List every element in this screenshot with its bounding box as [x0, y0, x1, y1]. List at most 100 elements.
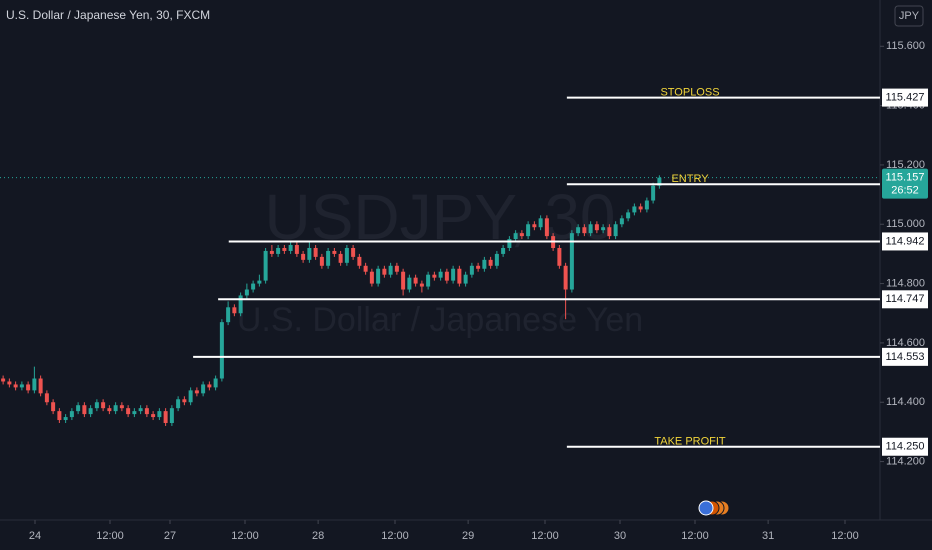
candle-body — [569, 233, 574, 290]
candle-body — [51, 402, 56, 412]
candle-body — [357, 256, 362, 266]
watermark-subtitle: U.S. Dollar / Japanese Yen — [237, 301, 643, 339]
candle-body — [476, 265, 481, 269]
level-price-box — [882, 437, 928, 456]
candle-body — [601, 227, 606, 231]
candle-body — [232, 307, 237, 314]
candle-body — [363, 265, 368, 272]
candle-body — [507, 239, 512, 248]
candle-body — [544, 218, 549, 237]
candle-body — [388, 265, 393, 275]
candle-body — [419, 283, 424, 287]
candle-body — [176, 399, 181, 409]
level-price-label: 114.747 — [886, 293, 925, 305]
y-tick-label: 115.600 — [886, 40, 925, 52]
x-tick-label: 30 — [614, 530, 626, 542]
candle-body — [194, 390, 199, 394]
candle-body — [82, 405, 87, 415]
y-tick-label: 114.600 — [886, 337, 925, 349]
level-price-label: 114.553 — [886, 351, 925, 363]
candle-body — [401, 271, 406, 290]
candle-body — [7, 381, 12, 385]
candle-body — [126, 408, 131, 415]
x-tick-label: 27 — [164, 530, 176, 542]
y-tick-label: 115.000 — [886, 218, 925, 230]
candle-body — [38, 378, 43, 394]
x-tick-label: 31 — [762, 530, 774, 542]
x-tick-label: 12:00 — [531, 530, 559, 542]
countdown-label: 26:52 — [891, 185, 919, 197]
candle-body — [19, 384, 24, 388]
plot-layer — [0, 175, 880, 426]
candle-body — [351, 247, 356, 257]
candle-body — [638, 206, 643, 210]
level-price-label: 115.427 — [886, 91, 925, 103]
candle-body — [282, 247, 287, 251]
event-icons[interactable] — [698, 500, 730, 516]
candle-body — [88, 408, 93, 415]
level-price-label: 114.942 — [886, 235, 925, 247]
level-name: STOPLOSS — [660, 86, 719, 98]
y-tick-label: 114.800 — [886, 277, 925, 289]
candle-body — [532, 224, 537, 228]
candle-body — [257, 280, 262, 284]
candle-body — [338, 253, 343, 263]
level-price-box — [882, 290, 928, 309]
candle-body — [557, 247, 562, 266]
chart-title: U.S. Dollar / Japanese Yen, 30, FXCM — [6, 8, 210, 22]
candle-body — [269, 250, 274, 254]
candle-body — [244, 289, 249, 296]
y-tick-label: 114.400 — [886, 396, 925, 408]
candle-body — [519, 233, 524, 237]
candle-body — [426, 274, 431, 287]
candle-body — [144, 408, 149, 415]
x-tick-label: 12:00 — [96, 530, 124, 542]
last-price-box — [882, 168, 928, 199]
candle-body — [169, 408, 174, 424]
event-icon[interactable] — [698, 500, 714, 516]
candle-body — [138, 408, 143, 412]
candle-body — [494, 253, 499, 266]
x-tick-label: 29 — [462, 530, 474, 542]
candle-body — [588, 224, 593, 234]
candle-body — [107, 408, 112, 412]
candle-body — [594, 224, 599, 231]
candle-body — [463, 274, 468, 284]
candle-body — [182, 399, 187, 403]
candle-body — [488, 259, 493, 266]
candle-body — [44, 393, 49, 403]
candle-body — [626, 212, 631, 219]
level-name: ENTRY — [671, 173, 709, 185]
x-tick-label: 12:00 — [381, 530, 409, 542]
candle-body — [251, 283, 256, 290]
candle-body — [513, 233, 518, 240]
candle-body — [632, 206, 637, 213]
currency-label[interactable]: JPY — [899, 10, 920, 22]
candle-body — [613, 224, 618, 237]
y-tick-label: 114.200 — [886, 455, 925, 467]
currency-button[interactable] — [894, 5, 924, 27]
candle-body — [288, 245, 293, 251]
candle-body — [432, 274, 437, 278]
level-price-box — [882, 88, 928, 107]
level-name: TAKE PROFIT — [654, 436, 726, 448]
level-price-box — [882, 347, 928, 366]
candle-body — [332, 250, 337, 254]
candle-body — [263, 250, 268, 281]
candle-body — [163, 411, 168, 424]
candle-body — [657, 177, 662, 186]
candle-body — [101, 402, 106, 409]
candle-body — [157, 411, 162, 418]
candle-body — [32, 378, 37, 391]
candle-body — [344, 247, 349, 263]
candle-body — [438, 271, 443, 278]
candle-body — [369, 271, 374, 284]
candle-body — [501, 247, 506, 254]
x-tick-label: 28 — [312, 530, 324, 542]
candle-body — [407, 277, 412, 290]
candle-body — [213, 378, 218, 388]
candle-body — [582, 227, 587, 234]
candle-body — [132, 411, 137, 415]
candle-body — [188, 390, 193, 403]
